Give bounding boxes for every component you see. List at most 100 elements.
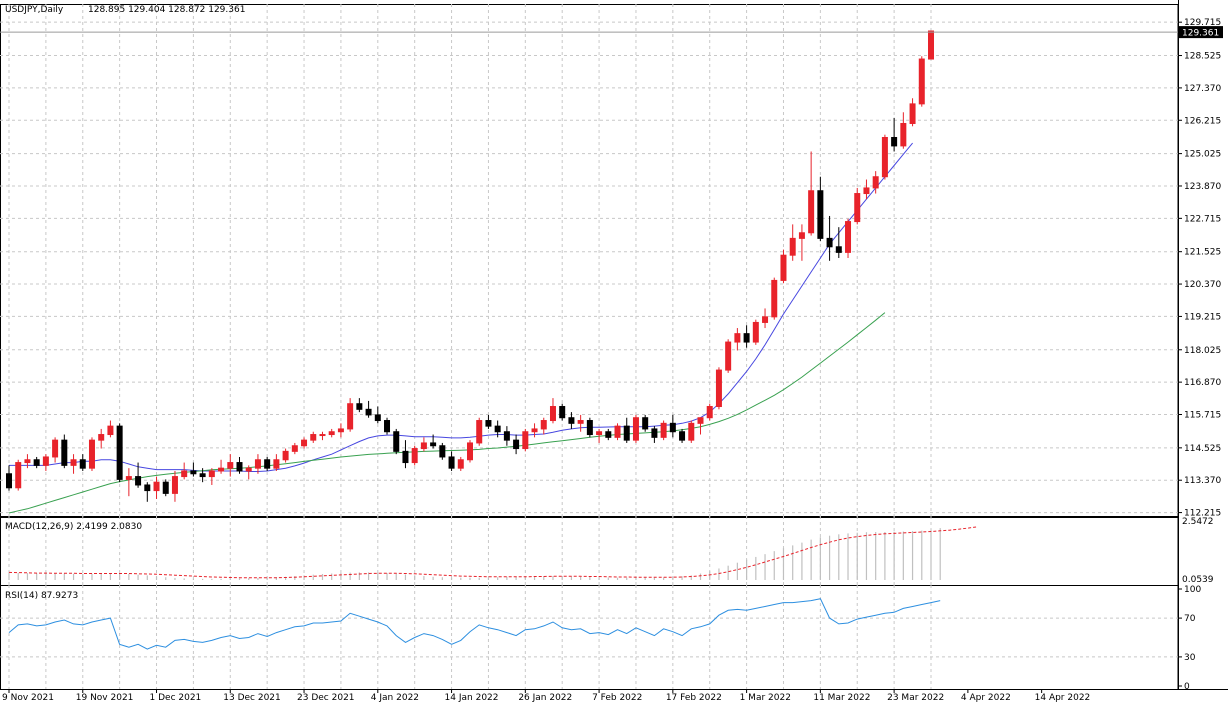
candle[interactable] bbox=[734, 328, 741, 351]
candle[interactable] bbox=[623, 417, 630, 443]
candle[interactable] bbox=[642, 414, 649, 432]
candle[interactable] bbox=[918, 56, 925, 107]
candle[interactable] bbox=[42, 454, 49, 471]
candle[interactable] bbox=[337, 423, 344, 438]
candle[interactable] bbox=[411, 445, 418, 466]
candle[interactable] bbox=[845, 218, 852, 258]
candle[interactable] bbox=[135, 462, 142, 488]
candle[interactable] bbox=[208, 468, 215, 485]
candle[interactable] bbox=[467, 440, 473, 463]
candle[interactable] bbox=[88, 437, 95, 471]
candle[interactable] bbox=[715, 367, 722, 410]
candle[interactable] bbox=[291, 442, 298, 455]
candle[interactable] bbox=[273, 454, 280, 471]
candle[interactable] bbox=[522, 428, 529, 452]
candle[interactable] bbox=[374, 406, 381, 424]
candle[interactable] bbox=[817, 176, 824, 242]
candle[interactable] bbox=[669, 414, 676, 438]
candle[interactable] bbox=[264, 456, 271, 471]
candle[interactable] bbox=[780, 249, 787, 284]
candle[interactable] bbox=[928, 30, 934, 60]
candle[interactable] bbox=[199, 468, 206, 483]
candle[interactable] bbox=[457, 456, 464, 471]
candle[interactable] bbox=[218, 459, 225, 474]
candle[interactable] bbox=[245, 465, 252, 480]
candle[interactable] bbox=[789, 224, 796, 261]
candle[interactable] bbox=[365, 400, 372, 418]
candle[interactable] bbox=[6, 465, 12, 491]
candle[interactable] bbox=[808, 151, 815, 236]
candle[interactable] bbox=[494, 420, 501, 438]
candle[interactable] bbox=[549, 398, 556, 424]
candle[interactable] bbox=[70, 454, 77, 474]
candle[interactable] bbox=[430, 434, 437, 449]
candle[interactable] bbox=[559, 403, 566, 421]
candle[interactable] bbox=[171, 470, 178, 502]
candle[interactable] bbox=[771, 277, 778, 320]
candle[interactable] bbox=[310, 431, 317, 443]
candle[interactable] bbox=[15, 459, 22, 491]
candle[interactable] bbox=[33, 456, 40, 469]
candle[interactable] bbox=[448, 451, 455, 471]
candle[interactable] bbox=[107, 420, 114, 438]
candle[interactable] bbox=[227, 454, 234, 477]
candle[interactable] bbox=[596, 428, 603, 443]
candle[interactable] bbox=[679, 428, 686, 443]
candle[interactable] bbox=[688, 420, 695, 443]
candle[interactable] bbox=[476, 417, 483, 446]
candle[interactable] bbox=[384, 417, 391, 435]
candle[interactable] bbox=[24, 454, 31, 469]
candle[interactable] bbox=[762, 308, 769, 329]
candle[interactable] bbox=[651, 426, 658, 443]
candle[interactable] bbox=[881, 134, 888, 180]
candle[interactable] bbox=[420, 437, 427, 452]
candle[interactable] bbox=[236, 456, 243, 474]
candle[interactable] bbox=[190, 462, 197, 477]
candle[interactable] bbox=[402, 440, 409, 469]
candle[interactable] bbox=[540, 417, 547, 435]
candle[interactable] bbox=[826, 215, 833, 261]
candle[interactable] bbox=[614, 423, 621, 441]
candle[interactable] bbox=[605, 428, 612, 441]
price-panel[interactable] bbox=[0, 30, 1178, 514]
candle[interactable] bbox=[181, 462, 188, 480]
candle[interactable] bbox=[743, 325, 750, 348]
candle[interactable] bbox=[891, 117, 898, 152]
candle[interactable] bbox=[909, 98, 916, 127]
candle[interactable] bbox=[835, 227, 842, 258]
candle[interactable] bbox=[798, 224, 805, 261]
candle[interactable] bbox=[752, 319, 759, 345]
candle[interactable] bbox=[52, 437, 59, 463]
candle[interactable] bbox=[153, 476, 160, 499]
candle[interactable] bbox=[319, 431, 326, 441]
candle[interactable] bbox=[697, 417, 704, 435]
candle[interactable] bbox=[577, 414, 584, 432]
candle[interactable] bbox=[632, 414, 639, 443]
candle[interactable] bbox=[485, 414, 492, 429]
candle[interactable] bbox=[356, 398, 363, 413]
candle[interactable] bbox=[568, 412, 575, 429]
candle[interactable] bbox=[660, 420, 667, 441]
candle[interactable] bbox=[513, 434, 520, 455]
candle[interactable] bbox=[282, 448, 289, 463]
candle[interactable] bbox=[328, 428, 335, 438]
candle[interactable] bbox=[98, 428, 105, 449]
candle[interactable] bbox=[863, 179, 870, 200]
candle[interactable] bbox=[116, 423, 123, 483]
candle[interactable] bbox=[393, 428, 400, 455]
candle[interactable] bbox=[79, 454, 86, 471]
candle[interactable] bbox=[144, 482, 151, 502]
candle[interactable] bbox=[872, 171, 879, 194]
candle[interactable] bbox=[900, 112, 907, 149]
candle[interactable] bbox=[586, 417, 593, 438]
macd-panel[interactable] bbox=[8, 526, 978, 580]
candle[interactable] bbox=[162, 479, 169, 497]
candle[interactable] bbox=[61, 434, 68, 469]
candle[interactable] bbox=[254, 454, 261, 474]
candle[interactable] bbox=[503, 426, 510, 446]
candle[interactable] bbox=[725, 339, 732, 373]
candle[interactable] bbox=[439, 442, 446, 460]
candle[interactable] bbox=[347, 398, 354, 432]
candle[interactable] bbox=[125, 468, 132, 497]
